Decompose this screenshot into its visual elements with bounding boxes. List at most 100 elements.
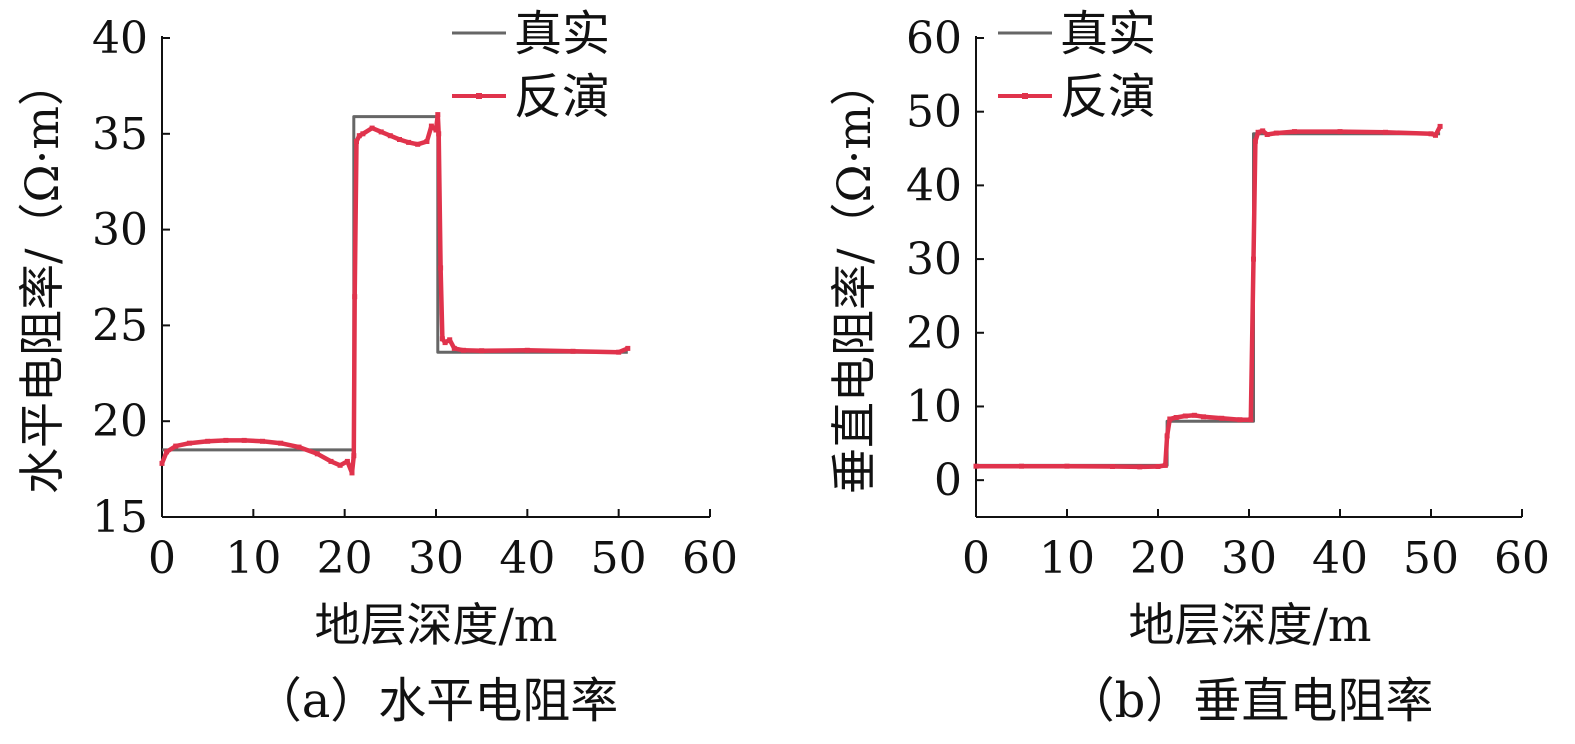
series-point-inversion <box>1182 413 1188 419</box>
y-tick-label: 25 <box>92 300 148 351</box>
series-point-inversion <box>1260 128 1266 134</box>
x-tick-label: 10 <box>1039 533 1095 584</box>
series-point-inversion <box>1433 132 1438 138</box>
series-point-inversion <box>1237 417 1243 423</box>
chart-panel-a: 0 10 20 30 40 50 60 15 20 25 30 35 40 地层深度/m 水平电阻率/… <box>15 6 738 729</box>
x-tick-label: 50 <box>1403 533 1459 584</box>
y-tick-label: 40 <box>906 160 962 211</box>
series-point-inversion <box>1251 256 1256 262</box>
y-tick-label: 35 <box>92 109 148 160</box>
x-tick-label: 60 <box>682 533 738 584</box>
series-point-inversion <box>424 139 430 144</box>
plot-area <box>973 36 1522 518</box>
series-line-true <box>162 115 628 452</box>
series-point-inversion <box>164 449 170 455</box>
series-point-inversion <box>260 438 265 444</box>
series-point-inversion <box>344 458 350 464</box>
x-tick-label: 20 <box>1130 533 1186 584</box>
y-axis-label: 水平电阻率/（Ω·m） <box>15 60 69 494</box>
series-point-inversion <box>524 347 530 353</box>
series-point-inversion <box>352 294 358 300</box>
series-point-inversion <box>1248 417 1254 423</box>
series-point-inversion <box>1255 129 1261 135</box>
series-point-inversion <box>1252 138 1258 144</box>
series-point-inversion <box>616 349 622 355</box>
series-point-inversion <box>241 437 247 443</box>
series-line-inversion <box>159 112 629 476</box>
legend-label-true: 真实 <box>514 6 610 62</box>
series-point-inversion <box>570 348 576 354</box>
series-point-inversion <box>360 131 366 137</box>
series-point-inversion <box>438 265 444 271</box>
legend-marker-inversion <box>476 93 482 99</box>
series-point-inversion <box>278 440 284 446</box>
x-tick-label: 20 <box>317 533 373 584</box>
legend: 真实 反演 <box>998 6 1156 125</box>
series-point-inversion <box>369 125 375 131</box>
y-tick-label: 30 <box>92 205 148 256</box>
series-point-inversion <box>356 133 362 139</box>
series-point-inversion <box>314 451 320 457</box>
x-tick-label: 30 <box>1221 533 1277 584</box>
x-tick-label: 0 <box>148 533 176 584</box>
series-point-inversion <box>435 112 441 118</box>
series-point-inversion <box>1162 462 1168 468</box>
series-point-inversion <box>439 336 445 342</box>
figure-caption: （b）垂直电阻率 <box>1067 673 1434 729</box>
series-point-inversion <box>354 139 359 144</box>
series-point-inversion <box>1292 129 1297 135</box>
series-point-inversion <box>349 470 355 476</box>
y-axis-ticks: 0 10 20 30 40 50 60 <box>906 13 984 506</box>
legend-label-inversion: 反演 <box>514 69 610 125</box>
x-tick-label: 40 <box>1312 533 1368 584</box>
series-point-inversion <box>1064 463 1070 469</box>
series-point-inversion <box>1164 433 1170 439</box>
series-point-inversion <box>351 453 357 459</box>
plot-area <box>159 36 710 518</box>
series-point-inversion <box>378 129 384 135</box>
series-point-inversion <box>451 345 457 351</box>
y-axis-label: 垂直电阻率/（Ω·m） <box>827 60 881 494</box>
series-point-inversion <box>973 463 979 469</box>
x-tick-label: 40 <box>499 533 555 584</box>
y-tick-label: 50 <box>906 87 962 138</box>
y-tick-label: 10 <box>906 381 962 432</box>
series-line-inversion <box>976 125 1443 470</box>
series-point-inversion <box>625 345 631 351</box>
series-point-inversion <box>1155 464 1161 469</box>
y-tick-label: 15 <box>92 492 148 543</box>
chart-panel-b: 0 10 20 30 40 50 60 0 10 20 30 40 50 60 地层深度/m 垂直电阻率… <box>827 6 1550 729</box>
x-tick-label: 50 <box>591 533 647 584</box>
series-point-inversion <box>296 444 302 450</box>
y-tick-label: 20 <box>92 396 148 447</box>
x-axis-ticks: 0 10 20 30 40 50 60 <box>962 509 1550 584</box>
series-point-inversion <box>1383 129 1388 135</box>
series-point-inversion <box>442 340 448 346</box>
series-point-inversion <box>428 123 434 129</box>
legend-label-inversion: 反演 <box>1060 69 1156 125</box>
x-tick-label: 10 <box>225 533 281 584</box>
series-point-inversion <box>1167 416 1173 422</box>
series-point-inversion <box>1137 464 1143 470</box>
series-point-inversion <box>1337 129 1343 135</box>
series-point-inversion <box>1437 123 1443 129</box>
series-point-inversion <box>479 348 485 354</box>
series-point-inversion <box>1019 463 1024 469</box>
y-tick-label: 60 <box>906 13 962 64</box>
series-point-inversion <box>328 458 334 464</box>
y-tick-label: 40 <box>92 13 148 64</box>
series-point-inversion <box>1110 464 1115 469</box>
series-point-inversion <box>433 127 439 133</box>
y-axis-ticks: 15 20 25 30 35 40 <box>92 13 170 543</box>
x-tick-label: 30 <box>408 533 464 584</box>
series-point-inversion <box>447 337 453 343</box>
legend: 真实 反演 <box>452 6 610 125</box>
series-point-inversion <box>1264 132 1270 137</box>
series-point-inversion <box>415 141 421 147</box>
series-point-inversion <box>1428 131 1434 137</box>
series-point-inversion <box>1173 415 1179 420</box>
figure-caption: （a）水平电阻率 <box>254 673 619 729</box>
series-point-inversion <box>1201 414 1206 420</box>
series-point-inversion <box>186 440 192 446</box>
